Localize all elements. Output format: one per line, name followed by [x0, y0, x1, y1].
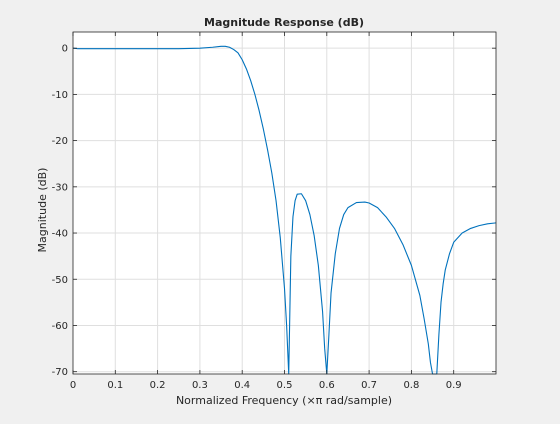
chart-title: Magnitude Response (dB) — [204, 16, 364, 29]
y-tick-label: 0 — [62, 44, 68, 55]
x-axis-label: Normalized Frequency (×π rad/sample) — [176, 394, 392, 407]
y-tick-label: -40 — [52, 229, 68, 240]
x-tick-label: 0.7 — [361, 380, 377, 391]
y-tick-label: -50 — [52, 275, 68, 286]
y-tick-label: -60 — [52, 321, 68, 332]
y-axis-label: Magnitude (dB) — [36, 168, 49, 253]
x-tick-label: 0.3 — [192, 380, 208, 391]
plot-area[interactable]: 0 0.1 0.2 0.3 0.4 0.5 0.6 0.7 0.8 0.9 0 -10 -20 -30 -4… — [52, 31, 497, 391]
x-tick-label: 0 — [70, 380, 76, 391]
y-tick-label: -10 — [52, 90, 68, 101]
y-tick-label: -70 — [52, 367, 68, 378]
x-tick-label: 0.1 — [107, 380, 123, 391]
x-tick-label: 0.5 — [277, 380, 293, 391]
y-tick-label: -30 — [52, 182, 68, 193]
x-tick-label: 0.6 — [319, 380, 335, 391]
y-tick-label: -20 — [52, 136, 68, 147]
x-tick-label: 0.9 — [446, 380, 462, 391]
x-tick-label: 0.4 — [234, 380, 250, 391]
x-tick-label: 0.8 — [403, 380, 419, 391]
x-tick-label: 0.2 — [150, 380, 166, 391]
